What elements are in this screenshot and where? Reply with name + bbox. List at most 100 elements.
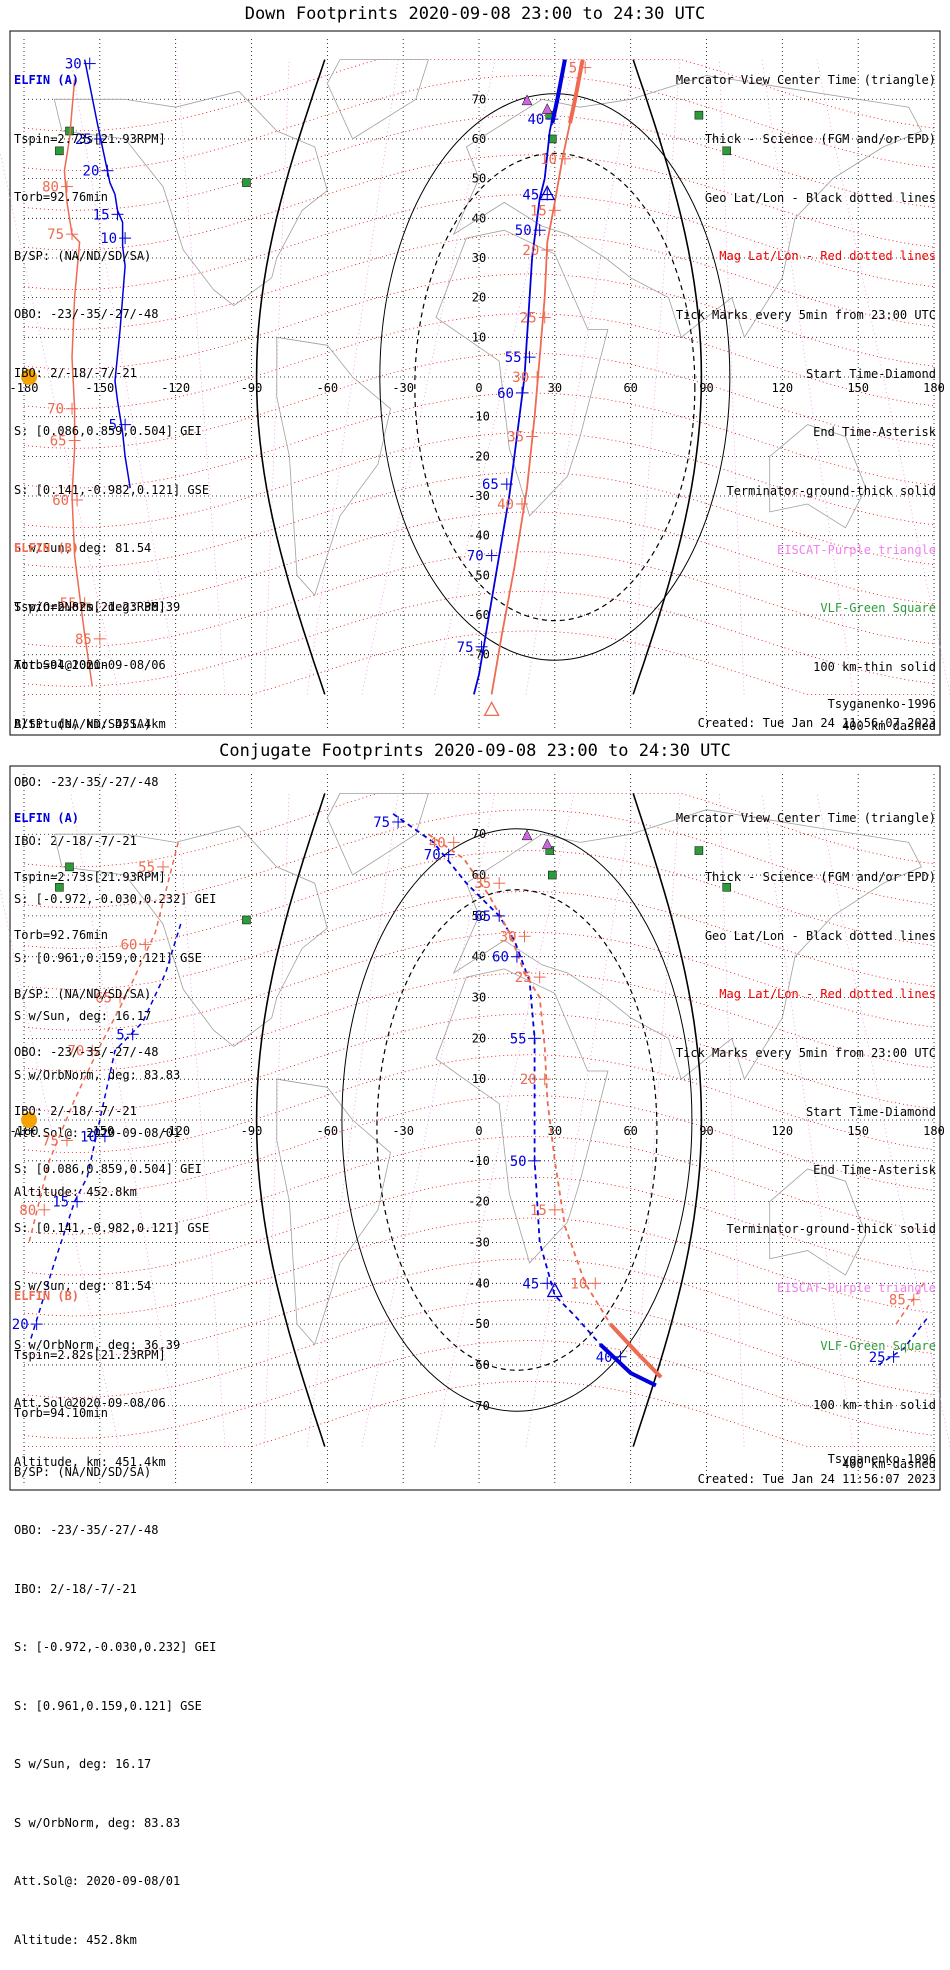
panel-title-conjugate: Conjugate Footprints 2020-09-08 23:00 to… [219,741,731,761]
mag-meridian [70,59,180,695]
info-line: Tspin=2.82s[21.23RPM] [14,599,166,614]
mag-meridian [525,59,635,695]
continent-outline [53,90,328,307]
vlf-station-marker [55,146,64,156]
continent-outline [769,1168,867,1276]
elfin-a-tick-label: 50 [510,1154,527,1170]
elfin-a-tick-label: 20 [12,1317,29,1333]
elfin-b-header: ELFIN (B) [14,1289,80,1303]
info-line: Altitude: 452.8km [14,1932,137,1947]
mag-parallel [23,890,935,990]
elfin-a-header: ELFIN (A) [14,73,80,87]
mag-meridian [0,150,120,695]
elfin-b-header: ELFIN (B) [14,541,80,555]
info-line: B/SP: (NA/ND/SD/SA) [14,248,152,263]
info-line: S: [0.961,0.159,0.121] GSE [14,1698,202,1713]
legend-item: Mercator View Center Time (triangle) [675,73,936,88]
legend-item: Geo Lat/Lon - Black dotted lines [704,928,936,943]
mag-meridian [761,59,854,695]
elfin-a-track [28,923,182,1345]
lon-tick-label: -60 [316,1124,338,1138]
lat-tick-label: -70 [468,648,490,662]
lon-tick-label: -90 [241,1124,263,1138]
lon-tick-label: 180 [923,1124,945,1138]
elfin-b-tick-label: 70 [67,1044,84,1060]
elfin-a-tick-label: 55 [510,1031,527,1047]
elfin-a-tick-label: 70 [424,848,441,864]
info-line: Altitude, km: 451.4km [14,1454,166,1469]
continent-outline [326,59,429,140]
legend-item: Terminator-ground-thick solid [726,484,936,498]
info-line: S w/Sun, deg: 81.54 [14,541,152,555]
mag-meridian [0,887,120,1447]
elfin-b-tick-label: 75 [42,1133,59,1149]
elfin-b-tick-label: 70 [47,402,64,418]
mag-meridian [816,59,950,695]
info-line: S w/OrbNorm, deg: 36.39 [14,599,181,614]
elfin-a-tick-label: 55 [505,350,522,366]
elfin-b-tick-label: 55 [60,596,77,612]
elfin-b-science-segment [568,59,585,124]
lat-tick-label: 20 [472,291,486,305]
legend-item: Start Time-Diamond [805,1104,936,1119]
elfin-a-tick-label: 45 [522,187,539,203]
continent-outline [276,336,391,596]
terminator-line [632,793,703,1447]
info-line: Tspin=2.73s[21.93RPM] [14,869,166,884]
lon-tick-label: 120 [771,381,793,395]
elfin-a-tick-label: 25 [75,132,92,148]
lon-tick-label: -120 [161,1124,190,1138]
info-line: Altitude: 452.8km [14,1184,137,1199]
lat-tick-label: -30 [468,1235,490,1249]
elfin-a-tick-label: 15 [93,207,110,223]
info-line: S: [0.086,0.859,0.504] GEI [14,424,202,438]
elfin-b-tick-label: 10 [540,152,557,168]
elfin-a-tick-label: 5 [109,418,117,434]
legend-item: Tick Marks every 5min from 23:00 UTC [675,307,936,322]
info-line: Tspin=2.82s[21.23RPM] [14,1347,166,1362]
lat-tick-label: 30 [472,251,486,265]
legend-item: VLF-Green Square [820,1339,936,1354]
elfin-a-tick-label: 10 [80,1129,97,1145]
mag-parallel [23,590,935,687]
lon-tick-label: 60 [623,381,637,395]
legend-item: Terminator-ground-thick solid [726,1222,936,1236]
info-line: Torb=94.10min [14,658,108,672]
elfin-b-tick-label: 80 [42,180,59,196]
info-line: IBO: 2/-18/-7/-21 [14,365,137,380]
continent-outline [326,793,429,876]
elfin-b-track [63,79,94,687]
mag-parallel [23,1013,935,1113]
elfin-a-tick-label: 45 [522,1276,539,1292]
elfin-a-tick-label: 50 [515,223,532,239]
info-line: Att.Sol@: 2020-09-08/01 [14,1874,181,1888]
mag-parallel [23,511,935,608]
mag-parallel [23,114,935,211]
legend-down: Mercator View Center Time (triangle) Thi… [676,32,936,756]
eiscat-station-marker [521,94,533,106]
info-line: IBO: 2/-18/-7/-21 [14,1581,137,1596]
continent-outline [53,825,328,1048]
lon-tick-label: -60 [316,381,338,395]
continent-outline [435,229,609,517]
info-line: S: [0.141,-0.982,0.121] GSE [14,1220,210,1235]
info-line: S w/Sun, deg: 81.54 [14,1279,152,1293]
lon-tick-label: -120 [161,381,190,395]
sun-icon [21,369,38,385]
legend-item: End Time-Asterisk [813,425,936,440]
info-line: S: [-0.972,-0.030,0.232] GEI [14,892,217,906]
lon-tick-label: 60 [623,1124,637,1138]
info-line: Altitude, km: 451.4km [14,716,166,731]
info-line: OBO: -23/-35/-27/-48 [14,307,159,321]
elfin-b-tick-label: 65 [95,991,112,1007]
ring-100km [341,828,693,1412]
mag-parallel [23,154,935,251]
terminator-line [255,59,326,695]
lat-tick-label: 10 [472,330,486,344]
lon-tick-label: -30 [392,1124,414,1138]
elfin-b-science-segment [608,1322,663,1379]
legend-item: 400 km-dashed [842,718,936,733]
continent-outline [435,968,609,1264]
mag-parallel [23,1340,935,1439]
lon-tick-label: -30 [392,381,414,395]
